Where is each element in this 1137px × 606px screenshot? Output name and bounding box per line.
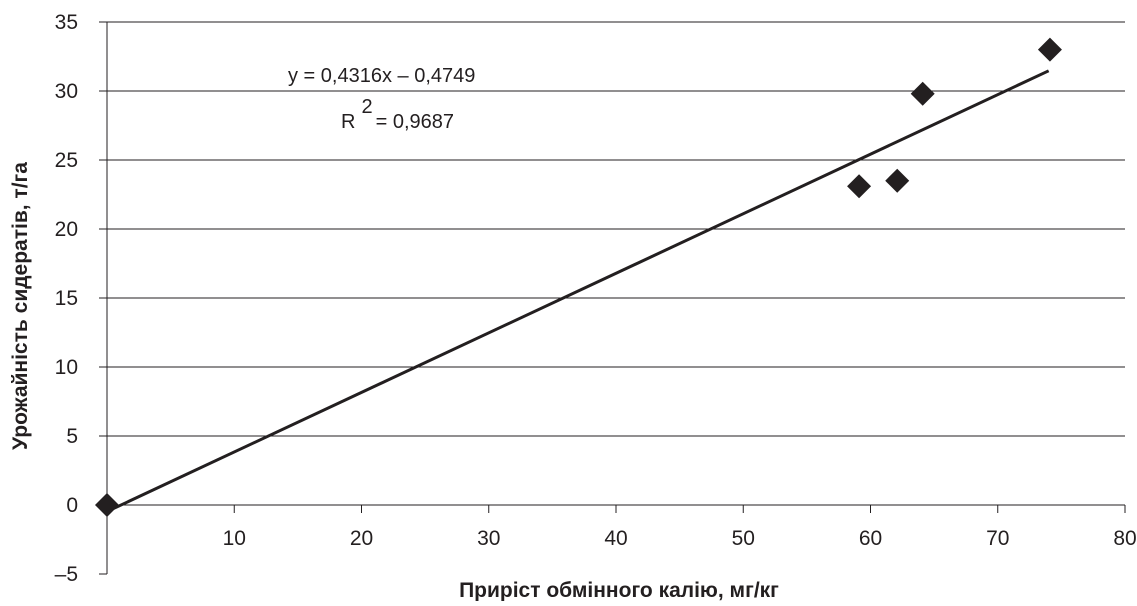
y-axis-title: Урожайність сидератів, т/га bbox=[9, 162, 32, 450]
y-tick-label-8: 35 bbox=[55, 11, 78, 34]
data-point-0-0 bbox=[95, 493, 119, 517]
y-tick-label-2: 5 bbox=[66, 425, 78, 448]
axes bbox=[99, 21, 1126, 575]
x-tick-labels: 10 20 30 40 50 60 70 80 bbox=[223, 527, 1137, 550]
x-tick-label-7: 80 bbox=[1113, 527, 1136, 550]
x-tick-label-3: 40 bbox=[604, 527, 627, 550]
gridlines bbox=[107, 21, 1125, 437]
trendline-layer bbox=[112, 69, 1050, 510]
data-point-0-4 bbox=[1037, 37, 1062, 62]
x-tick-label-6: 70 bbox=[986, 527, 1009, 550]
r-squared-superscript: 2 bbox=[361, 96, 372, 118]
y-tick-label-5: 20 bbox=[55, 218, 78, 241]
y-tick-label-3: 10 bbox=[55, 356, 78, 379]
data-points bbox=[95, 37, 1062, 517]
y-tick-label-0: –5 bbox=[55, 563, 78, 586]
x-tick-label-4: 50 bbox=[732, 527, 755, 550]
x-tick-label-2: 30 bbox=[477, 527, 500, 550]
y-tick-labels: –5 0 5 10 15 20 25 30 35 bbox=[55, 11, 78, 586]
x-tick-label-1: 20 bbox=[350, 527, 373, 550]
data-point-0-3 bbox=[910, 81, 935, 106]
x-tick-label-5: 60 bbox=[859, 527, 882, 550]
y-tick-label-7: 30 bbox=[55, 80, 78, 103]
data-point-0-2 bbox=[885, 168, 910, 193]
trendline-equation: y = 0,4316x – 0,4749 bbox=[288, 65, 475, 87]
r-squared-value: = 0,9687 bbox=[376, 111, 454, 133]
y-tick-label-6: 25 bbox=[55, 149, 78, 172]
data-point-0-1 bbox=[847, 174, 872, 199]
trendline bbox=[112, 69, 1050, 510]
r-squared-prefix: R bbox=[341, 111, 355, 133]
r-squared-label: R2= 0,9687 bbox=[341, 96, 454, 133]
x-tick-label-0: 10 bbox=[223, 527, 246, 550]
y-tick-label-4: 15 bbox=[55, 287, 78, 310]
y-tick-label-1: 0 bbox=[66, 494, 78, 517]
x-axis-title: Приріст обмінного калію, мг/кг bbox=[459, 579, 779, 601]
